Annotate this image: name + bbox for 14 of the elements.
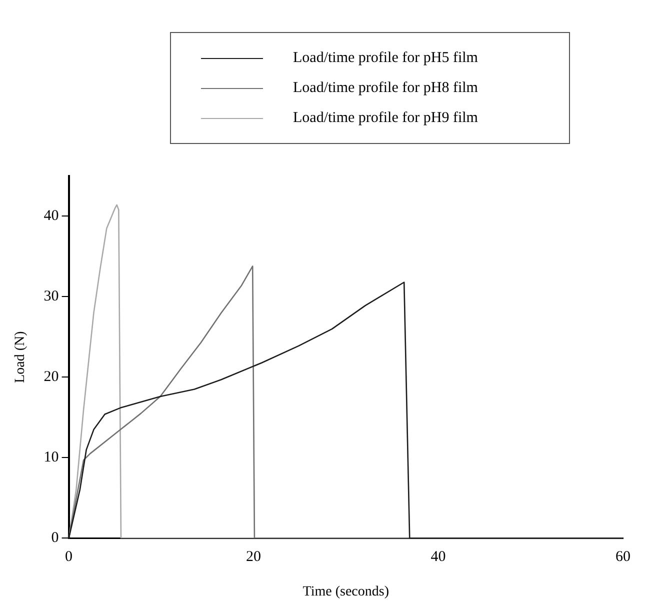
x-tick-label: 20 xyxy=(246,549,262,566)
x-tick-label: 0 xyxy=(65,549,73,566)
y-tick-label: 0 xyxy=(51,530,59,546)
y-tick-label: 40 xyxy=(44,208,59,224)
y-tick-label: 20 xyxy=(44,369,59,386)
y-tick-label: 30 xyxy=(44,288,59,305)
x-tick-label: 40 xyxy=(430,549,446,566)
legend-label: Load/time profile for pH9 film xyxy=(293,110,478,126)
y-tick-label: 10 xyxy=(44,450,59,466)
x-tick-label: 60 xyxy=(616,549,630,566)
legend-label: Load/time profile for pH5 film xyxy=(293,50,478,66)
legend-label: Load/time profile for pH8 film xyxy=(293,80,478,96)
x-axis-title: Time (seconds) xyxy=(302,584,390,600)
y-axis-title: Load (N) xyxy=(13,330,28,383)
